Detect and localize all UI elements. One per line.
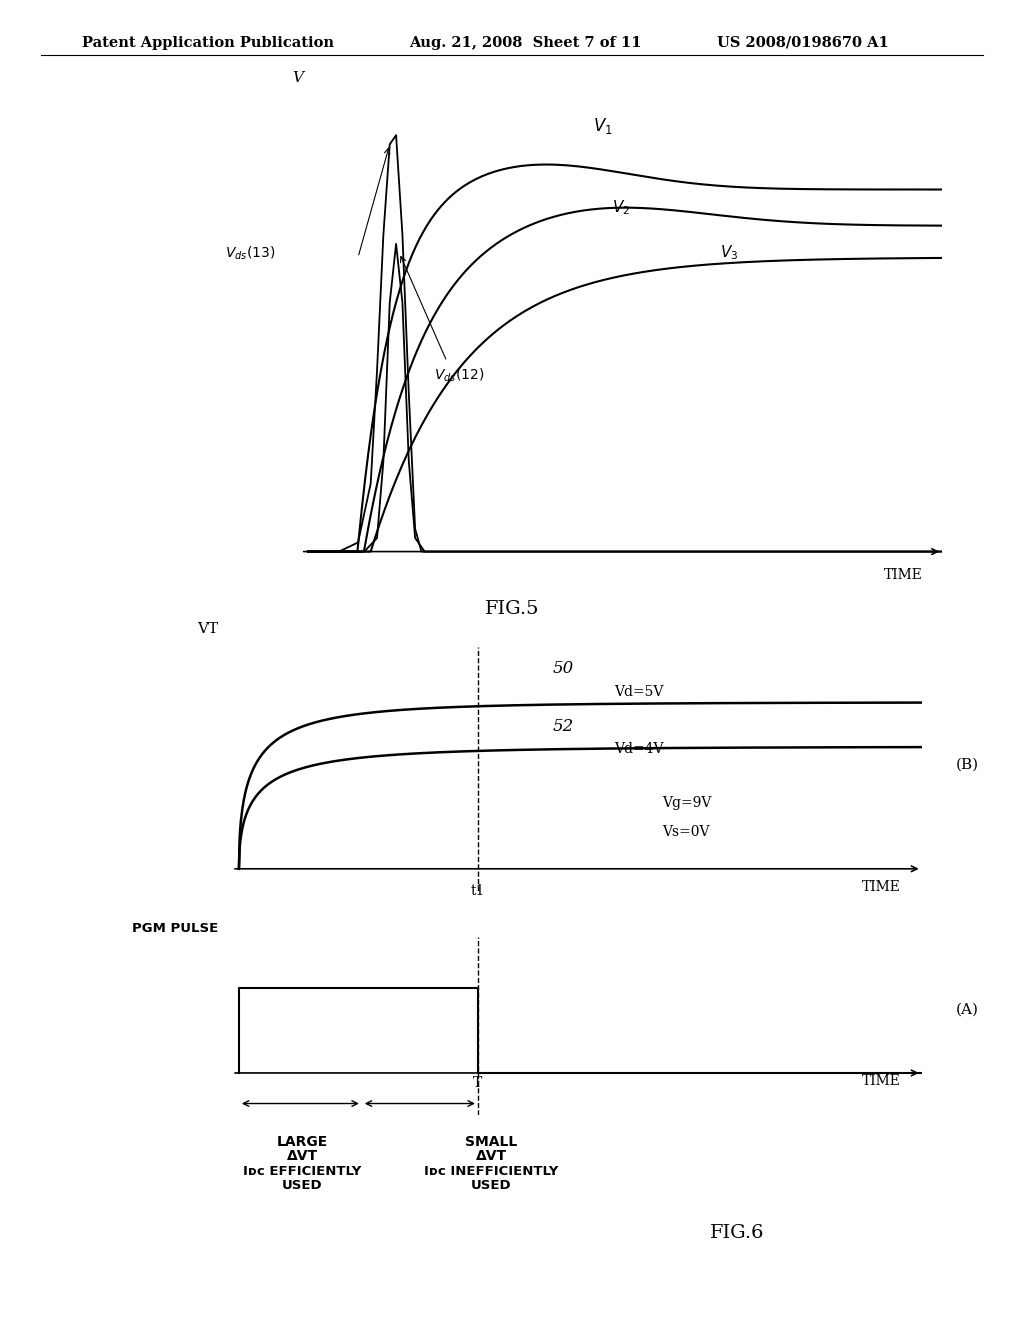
Text: SMALL: SMALL [465, 1135, 518, 1148]
Text: US 2008/0198670 A1: US 2008/0198670 A1 [717, 36, 889, 50]
Text: $V_2$: $V_2$ [612, 198, 630, 216]
Text: Aug. 21, 2008  Sheet 7 of 11: Aug. 21, 2008 Sheet 7 of 11 [410, 36, 642, 50]
Text: $V_{ds}(13)$: $V_{ds}(13)$ [225, 244, 275, 261]
Text: USED: USED [471, 1179, 512, 1192]
Text: Iᴅᴄ INEFFICIENTLY: Iᴅᴄ INEFFICIENTLY [424, 1164, 559, 1177]
Text: 50: 50 [553, 660, 574, 677]
Text: V: V [292, 71, 303, 86]
Text: Vd=5V: Vd=5V [614, 685, 664, 698]
Text: ΔVT: ΔVT [476, 1150, 507, 1163]
Text: 52: 52 [553, 718, 574, 735]
Text: $V_1$: $V_1$ [593, 116, 612, 136]
Text: TIME: TIME [862, 1074, 901, 1088]
Text: (B): (B) [955, 758, 979, 772]
Text: t1: t1 [471, 884, 485, 899]
Text: TIME: TIME [884, 568, 923, 582]
Text: VT: VT [198, 622, 218, 636]
Text: FIG.6: FIG.6 [710, 1224, 765, 1242]
Text: Iᴅᴄ EFFICIENTLY: Iᴅᴄ EFFICIENTLY [243, 1164, 361, 1177]
Text: ΔVT: ΔVT [287, 1150, 317, 1163]
Text: $V_3$: $V_3$ [720, 243, 738, 263]
Text: T: T [473, 1076, 482, 1089]
Text: TIME: TIME [862, 880, 901, 894]
Text: (A): (A) [955, 1003, 979, 1016]
Text: Vg=9V: Vg=9V [663, 796, 712, 809]
Text: Vs=0V: Vs=0V [663, 825, 710, 838]
Text: $V_{ds}(12)$: $V_{ds}(12)$ [434, 367, 484, 384]
Text: PGM PULSE: PGM PULSE [132, 923, 218, 935]
Text: Patent Application Publication: Patent Application Publication [82, 36, 334, 50]
Text: FIG.5: FIG.5 [484, 599, 540, 618]
Text: LARGE: LARGE [276, 1135, 328, 1148]
Text: USED: USED [282, 1179, 323, 1192]
Text: Vd=4V: Vd=4V [614, 742, 664, 756]
